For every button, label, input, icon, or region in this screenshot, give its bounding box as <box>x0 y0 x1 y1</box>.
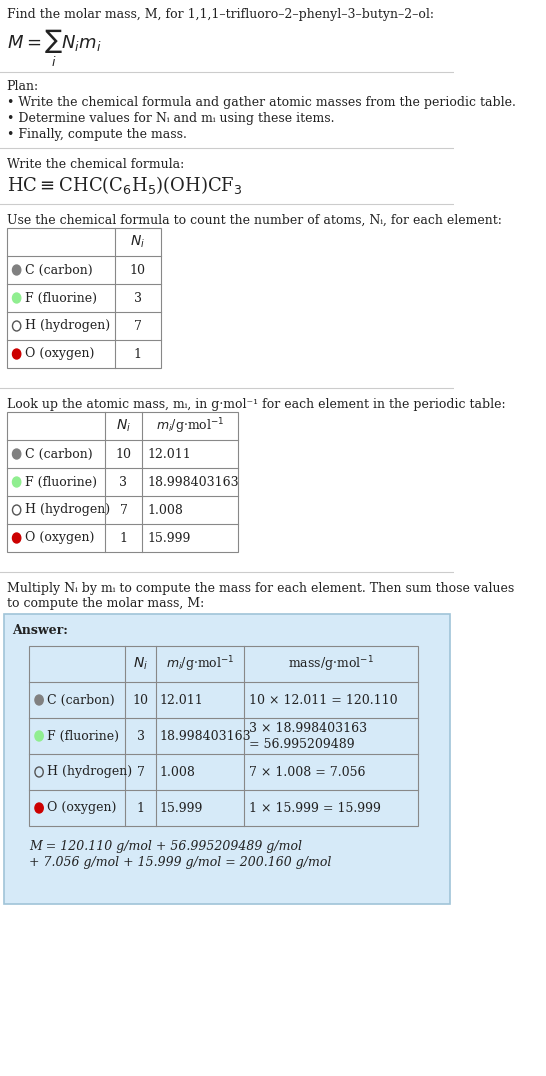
Text: Write the chemical formula:: Write the chemical formula: <box>7 158 184 171</box>
Text: O (oxygen): O (oxygen) <box>25 348 94 360</box>
Text: 3: 3 <box>136 730 145 742</box>
Text: C (carbon): C (carbon) <box>25 448 93 461</box>
Text: $N_i$: $N_i$ <box>130 233 145 251</box>
Text: C (carbon): C (carbon) <box>48 694 115 707</box>
Text: F (fluorine): F (fluorine) <box>25 292 97 305</box>
Text: Answer:: Answer: <box>13 624 68 637</box>
Text: to compute the molar mass, M:: to compute the molar mass, M: <box>7 597 204 610</box>
Text: 7 × 1.008 = 7.056: 7 × 1.008 = 7.056 <box>248 765 365 779</box>
Text: Look up the atomic mass, mᵢ, in g·mol⁻¹ for each element in the periodic table:: Look up the atomic mass, mᵢ, in g·mol⁻¹ … <box>7 398 505 411</box>
Bar <box>29 646 418 826</box>
Text: 1: 1 <box>136 802 145 815</box>
Text: = 56.995209489: = 56.995209489 <box>248 737 354 750</box>
Text: 10: 10 <box>133 694 149 707</box>
Text: Plan:: Plan: <box>7 80 39 93</box>
Text: 18.998403163: 18.998403163 <box>147 476 239 489</box>
Text: 1.008: 1.008 <box>159 765 195 779</box>
Text: Use the chemical formula to count the number of atoms, Nᵢ, for each element:: Use the chemical formula to count the nu… <box>7 214 502 227</box>
Circle shape <box>13 533 21 543</box>
Text: 3: 3 <box>120 476 128 489</box>
Text: $m_i$/g·mol$^{-1}$: $m_i$/g·mol$^{-1}$ <box>165 654 234 674</box>
Circle shape <box>13 349 21 359</box>
Text: 7: 7 <box>136 765 145 779</box>
Text: O (oxygen): O (oxygen) <box>25 532 94 544</box>
Text: M = 120.110 g/mol + 56.995209489 g/mol: M = 120.110 g/mol + 56.995209489 g/mol <box>29 840 302 853</box>
Circle shape <box>13 449 21 459</box>
Text: H (hydrogen): H (hydrogen) <box>25 504 110 516</box>
Text: $M = \sum_i N_i m_i$: $M = \sum_i N_i m_i$ <box>7 28 101 69</box>
Text: H (hydrogen): H (hydrogen) <box>48 765 133 779</box>
Text: Multiply Nᵢ by mᵢ to compute the mass for each element. Then sum those values: Multiply Nᵢ by mᵢ to compute the mass fo… <box>7 582 514 595</box>
Text: $N_i$: $N_i$ <box>116 417 131 435</box>
Text: 12.011: 12.011 <box>147 448 191 461</box>
Bar <box>7 228 161 368</box>
Text: 10: 10 <box>129 264 146 277</box>
Text: 1 × 15.999 = 15.999: 1 × 15.999 = 15.999 <box>248 802 381 815</box>
Text: • Write the chemical formula and gather atomic masses from the periodic table.: • Write the chemical formula and gather … <box>7 96 515 109</box>
Text: 7: 7 <box>120 504 127 516</box>
Text: 1: 1 <box>120 532 128 544</box>
Text: + 7.056 g/mol + 15.999 g/mol = 200.160 g/mol: + 7.056 g/mol + 15.999 g/mol = 200.160 g… <box>29 856 331 869</box>
Text: 1.008: 1.008 <box>147 504 183 516</box>
Bar <box>7 412 238 552</box>
Text: 12.011: 12.011 <box>159 694 204 707</box>
Text: 10: 10 <box>116 448 132 461</box>
Text: 15.999: 15.999 <box>147 532 191 544</box>
Text: HC$\equiv$CHC(C$_6$H$_5$)(OH)CF$_3$: HC$\equiv$CHC(C$_6$H$_5$)(OH)CF$_3$ <box>7 174 242 196</box>
Text: 3: 3 <box>134 292 141 305</box>
Text: 18.998403163: 18.998403163 <box>159 730 251 742</box>
Text: 10 × 12.011 = 120.110: 10 × 12.011 = 120.110 <box>248 694 397 707</box>
Text: 7: 7 <box>134 320 141 332</box>
Text: 15.999: 15.999 <box>159 802 203 815</box>
Text: F (fluorine): F (fluorine) <box>48 730 120 742</box>
Text: mass/g·mol$^{-1}$: mass/g·mol$^{-1}$ <box>288 654 374 674</box>
Circle shape <box>13 265 21 275</box>
Text: F (fluorine): F (fluorine) <box>25 476 97 489</box>
Text: Find the molar mass, M, for 1,1,1–trifluoro–2–phenyl–3–butyn–2–ol:: Find the molar mass, M, for 1,1,1–triflu… <box>7 8 434 22</box>
Text: 1: 1 <box>134 348 141 360</box>
Text: O (oxygen): O (oxygen) <box>48 802 117 815</box>
Circle shape <box>35 803 43 813</box>
Text: $m_i$/g·mol$^{-1}$: $m_i$/g·mol$^{-1}$ <box>156 416 224 436</box>
Text: H (hydrogen): H (hydrogen) <box>25 320 110 332</box>
Circle shape <box>35 695 43 705</box>
Text: C (carbon): C (carbon) <box>25 264 93 277</box>
Text: $N_i$: $N_i$ <box>133 655 148 672</box>
Circle shape <box>13 293 21 303</box>
Text: 3 × 18.998403163: 3 × 18.998403163 <box>248 722 367 735</box>
Text: • Determine values for Nᵢ and mᵢ using these items.: • Determine values for Nᵢ and mᵢ using t… <box>7 112 334 125</box>
Bar <box>4 614 450 904</box>
Text: • Finally, compute the mass.: • Finally, compute the mass. <box>7 128 187 141</box>
Circle shape <box>35 731 43 741</box>
Circle shape <box>13 477 21 487</box>
